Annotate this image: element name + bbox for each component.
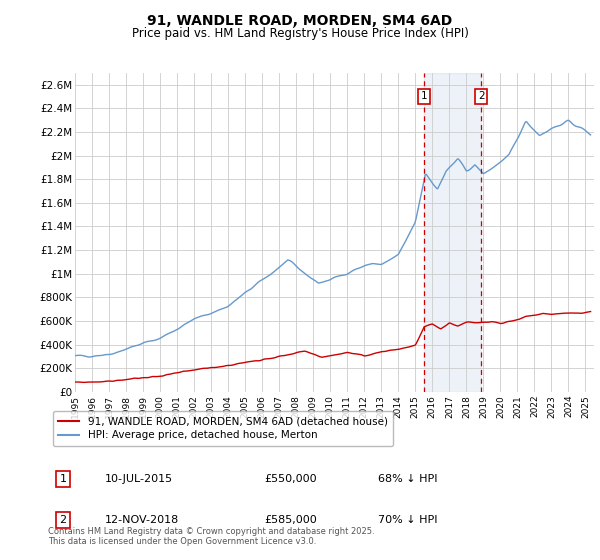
Text: 70% ↓ HPI: 70% ↓ HPI — [378, 515, 437, 525]
Text: 2: 2 — [59, 515, 67, 525]
Text: 68% ↓ HPI: 68% ↓ HPI — [378, 474, 437, 484]
Text: Price paid vs. HM Land Registry's House Price Index (HPI): Price paid vs. HM Land Registry's House … — [131, 27, 469, 40]
Text: Contains HM Land Registry data © Crown copyright and database right 2025.
This d: Contains HM Land Registry data © Crown c… — [48, 526, 374, 546]
Text: 10-JUL-2015: 10-JUL-2015 — [105, 474, 173, 484]
Legend: 91, WANDLE ROAD, MORDEN, SM4 6AD (detached house), HPI: Average price, detached : 91, WANDLE ROAD, MORDEN, SM4 6AD (detach… — [53, 411, 393, 446]
Text: 2: 2 — [478, 91, 484, 101]
Text: £585,000: £585,000 — [264, 515, 317, 525]
Text: 12-NOV-2018: 12-NOV-2018 — [105, 515, 179, 525]
Text: 91, WANDLE ROAD, MORDEN, SM4 6AD: 91, WANDLE ROAD, MORDEN, SM4 6AD — [148, 14, 452, 28]
Text: £550,000: £550,000 — [264, 474, 317, 484]
Bar — [424, 73, 481, 392]
Text: 1: 1 — [421, 91, 427, 101]
Text: 1: 1 — [59, 474, 67, 484]
